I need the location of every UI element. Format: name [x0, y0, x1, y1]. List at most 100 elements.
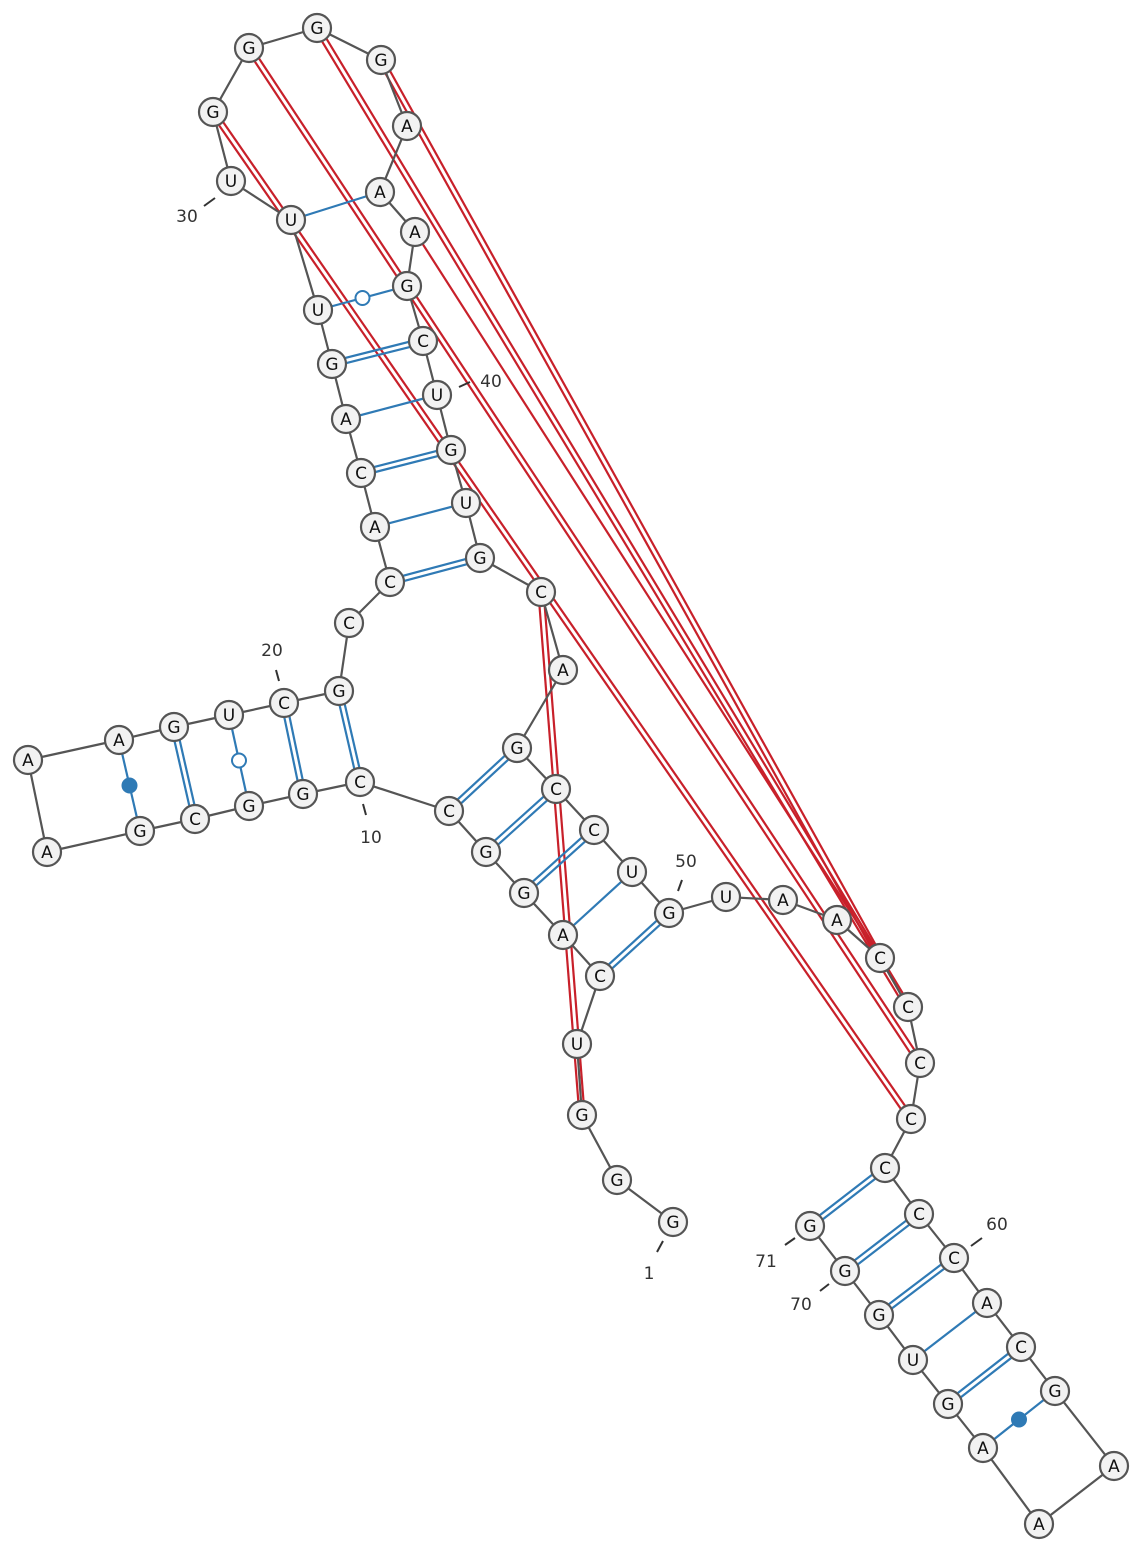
nucleotide-circle: [1098, 1450, 1130, 1482]
position-tick: [203, 197, 216, 207]
nucleotide-circle: [197, 96, 229, 128]
nucleotide-circle: [359, 511, 391, 543]
nucleotide-letter: G: [310, 19, 323, 39]
nucleotide: C: [584, 960, 616, 992]
nucleotide: C: [892, 991, 924, 1023]
nucleotide-circle: [561, 1028, 593, 1060]
nucleotide-letter: C: [278, 694, 290, 714]
nucleotide-circle: [547, 919, 579, 951]
nucleotide-letter: A: [409, 223, 421, 243]
nucleotide-circle: [301, 12, 333, 44]
nucleotide-circle: [435, 434, 467, 466]
nucleotide-circle: [794, 1210, 826, 1242]
nucleotide: C: [903, 1198, 935, 1230]
nucleotide-circle: [421, 379, 453, 411]
nucleotide-letter: G: [479, 843, 492, 863]
pair-line: [525, 831, 597, 896]
nucleotide-letter: C: [535, 583, 547, 603]
nucleotide-circle: [501, 732, 533, 764]
pair-line: [597, 910, 668, 975]
pair-line: [414, 231, 881, 959]
nucleotide-letter: C: [905, 1110, 917, 1130]
nucleotide-letter: C: [417, 332, 429, 352]
nucleotide: G: [501, 732, 533, 764]
nucleotide: A: [391, 110, 423, 142]
nucleotide-letter: U: [460, 494, 472, 514]
nucleotide: G: [863, 1299, 895, 1331]
nucleotide-circle: [971, 1287, 1003, 1319]
nucleotide-circle: [525, 576, 557, 608]
nucleotide-letter: U: [225, 172, 237, 192]
position-tick: [362, 803, 367, 816]
nucleotide-circle: [179, 803, 211, 835]
nucleotide: U: [561, 1028, 593, 1060]
position-label: 70: [790, 1295, 812, 1315]
nucleotide: A: [31, 836, 63, 868]
nucleotide-circle: [767, 884, 799, 916]
nucleotide-letter: C: [913, 1205, 925, 1225]
nucleotide-letter: G: [517, 884, 530, 904]
nucleotide-letter: A: [1108, 1457, 1120, 1477]
backbone: [27, 738, 120, 762]
nucleotide: A: [103, 724, 135, 756]
backbone: [1054, 1390, 1115, 1467]
nucleotide-circle: [710, 881, 742, 913]
pair-line: [290, 190, 381, 222]
nucleotide-circle: [450, 487, 482, 519]
nucleotide-letter: G: [296, 785, 309, 805]
nucleotide-circle: [863, 1299, 895, 1331]
nucleotide-circle: [932, 1388, 964, 1420]
pair-symbol: [231, 752, 247, 769]
nucleotide-letter: A: [977, 1439, 989, 1459]
nucleotide: C: [895, 1103, 927, 1135]
nucleotide: C: [344, 766, 376, 798]
nucleotide: C: [345, 457, 377, 489]
nucleotide-letter: G: [941, 1395, 954, 1415]
nucleotide-letter: U: [907, 1351, 919, 1371]
nucleotide: A: [547, 919, 579, 951]
nucleotide-circle: [566, 1099, 598, 1131]
nucleotide: G: [653, 897, 685, 929]
nucleotide-circle: [1039, 1375, 1071, 1407]
nucleotide: A: [364, 176, 396, 208]
position-label: 1: [644, 1264, 655, 1284]
nucleotide: U: [275, 204, 307, 236]
nucleotide-letter: G: [400, 277, 413, 297]
nucleotide: G: [158, 711, 190, 743]
nucleotide-letter: C: [588, 821, 600, 841]
pair-line: [280, 703, 302, 795]
nucleotide-letter: A: [1033, 1515, 1045, 1535]
nucleotide-circle: [158, 711, 190, 743]
nucleotide-circle: [31, 836, 63, 868]
nucleotide: G: [829, 1255, 861, 1287]
nucleotide-circle: [433, 795, 465, 827]
nucleotide: G: [601, 1164, 633, 1196]
nucleotide-circle: [903, 1198, 935, 1230]
nucleotide: A: [767, 884, 799, 916]
backbone: [359, 780, 450, 813]
nucleotide-letter: A: [374, 183, 386, 203]
nucleotide: A: [359, 511, 391, 543]
nucleotide-circle: [268, 687, 300, 719]
nucleotide: U: [897, 1344, 929, 1376]
pair-symbol: [354, 290, 371, 306]
nucleotide-letter: A: [340, 410, 352, 430]
nucleotide: A: [1098, 1450, 1130, 1482]
position-tick: [275, 669, 280, 682]
nucleotide-letter: C: [594, 967, 606, 987]
nucleotide-letter: U: [720, 888, 732, 908]
nucleotide-letter: G: [473, 549, 486, 569]
nucleotide-circle: [1023, 1508, 1055, 1540]
nucleotide-circle: [616, 856, 648, 888]
pair-line: [332, 342, 424, 368]
nucleotide-letter: G: [325, 355, 338, 375]
position-tick: [458, 381, 471, 388]
pair-line: [521, 827, 593, 892]
nucleotide-circle: [829, 1255, 861, 1287]
pair-line: [390, 559, 481, 586]
nucleotide-letter: A: [557, 661, 569, 681]
nucleotide-circle: [333, 607, 365, 639]
pair-line: [450, 749, 520, 814]
nucleotide-letter: G: [332, 682, 345, 702]
